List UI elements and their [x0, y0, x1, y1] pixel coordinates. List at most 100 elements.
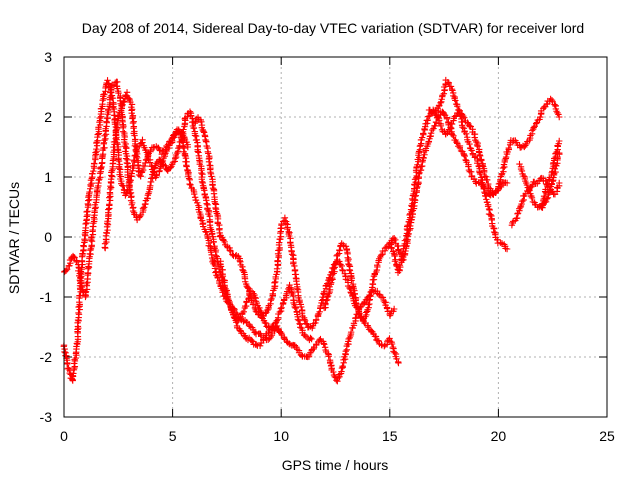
data-point — [483, 196, 490, 203]
data-point — [325, 353, 332, 360]
data-point — [203, 200, 210, 207]
data-point — [181, 144, 188, 152]
data-point — [224, 293, 231, 300]
data-point — [101, 132, 108, 140]
data-point — [106, 194, 113, 201]
data-point — [262, 319, 270, 327]
data-point — [459, 123, 466, 131]
data-point — [288, 251, 296, 258]
x-tick-label: 10 — [273, 428, 289, 444]
data-point — [191, 190, 198, 198]
x-tick-label: 25 — [599, 428, 615, 444]
data-point — [212, 252, 220, 260]
data-point — [183, 163, 190, 170]
data-point — [136, 213, 144, 220]
data-point — [453, 138, 460, 146]
data-point — [257, 307, 264, 315]
data-point — [220, 237, 227, 244]
data-point — [347, 328, 355, 336]
data-point — [377, 251, 385, 259]
data-point — [120, 182, 127, 190]
data-point — [129, 207, 137, 215]
data-point — [204, 205, 211, 213]
data-point — [105, 206, 112, 213]
data-point — [208, 173, 215, 180]
data-point — [395, 359, 402, 367]
data-point — [462, 130, 470, 138]
data-point — [96, 170, 104, 177]
y-tick-label: 2 — [44, 109, 52, 125]
data-point — [135, 167, 142, 175]
data-point — [342, 347, 349, 355]
series-trace-b — [61, 78, 398, 385]
data-points — [60, 76, 563, 385]
data-point — [167, 164, 174, 171]
y-tick-label: -2 — [40, 349, 53, 365]
data-point — [339, 266, 346, 274]
y-tick-label: 0 — [44, 229, 52, 245]
data-point — [286, 281, 293, 289]
data-point — [156, 146, 163, 154]
data-point — [70, 370, 77, 377]
data-point — [308, 335, 315, 343]
data-point — [101, 240, 109, 247]
data-point — [181, 151, 189, 159]
data-point — [460, 125, 468, 132]
data-point — [273, 317, 281, 324]
data-point — [320, 290, 327, 297]
data-point — [388, 340, 396, 348]
data-point — [200, 223, 207, 230]
data-point — [403, 238, 411, 245]
data-point — [121, 98, 128, 105]
data-point — [410, 202, 417, 210]
data-point — [456, 144, 464, 151]
data-point — [503, 179, 511, 187]
series-trace-d — [320, 76, 511, 325]
series-trace-f — [425, 95, 563, 198]
data-point — [190, 124, 197, 132]
data-point — [159, 161, 166, 168]
data-point — [348, 277, 355, 284]
data-point — [241, 332, 248, 339]
data-point — [391, 349, 398, 356]
data-point — [93, 145, 100, 153]
data-point — [102, 135, 109, 143]
data-point — [460, 152, 468, 159]
data-point — [104, 77, 111, 84]
data-point — [237, 314, 244, 321]
data-point — [107, 182, 114, 190]
data-point — [276, 244, 283, 252]
data-point — [312, 316, 320, 323]
data-point — [202, 228, 210, 236]
data-point — [83, 208, 90, 216]
data-point — [132, 147, 140, 155]
data-point — [520, 172, 527, 180]
data-point — [379, 294, 387, 301]
data-point — [90, 167, 97, 175]
data-point — [466, 122, 473, 129]
data-point — [78, 283, 86, 291]
data-point — [373, 261, 381, 269]
data-point — [113, 119, 121, 127]
data-point — [390, 305, 398, 313]
data-point — [123, 159, 131, 167]
data-point — [93, 139, 100, 146]
data-point — [210, 190, 218, 197]
data-point — [440, 90, 448, 97]
data-point — [336, 246, 343, 254]
data-point — [251, 294, 259, 301]
data-point — [414, 161, 421, 169]
data-point — [265, 324, 272, 331]
data-point — [516, 160, 523, 168]
data-point — [338, 262, 345, 270]
data-point — [324, 280, 331, 287]
data-point — [97, 164, 104, 172]
x-axis-label: GPS time / hours — [282, 457, 389, 473]
y-tick-label: -1 — [40, 289, 53, 305]
data-point — [137, 172, 144, 180]
data-point — [111, 138, 119, 145]
data-point — [383, 305, 391, 312]
data-point — [505, 144, 512, 152]
data-point — [205, 158, 213, 166]
